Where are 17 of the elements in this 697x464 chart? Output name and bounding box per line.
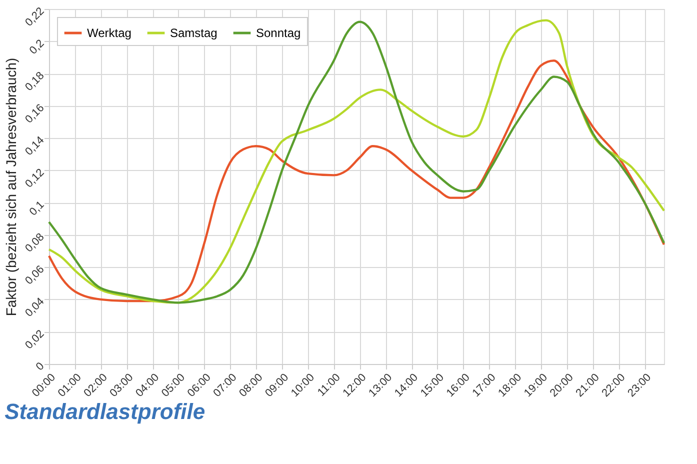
y-tick-label: 0,06: [23, 263, 47, 288]
legend-label: Werktag: [87, 26, 132, 40]
legend-label: Samstag: [170, 26, 218, 40]
y-tick-label: 0,02: [23, 328, 47, 352]
legend-label: Sonntag: [256, 26, 301, 40]
y-tick-label: 0,2: [27, 38, 47, 57]
y-tick-label: 0,1: [27, 198, 47, 218]
y-tick-label: 0,08: [23, 231, 47, 255]
y-tick-label: 0,12: [23, 166, 47, 190]
y-axis-title: Faktor (bezieht sich auf Jahresverbrauch): [3, 58, 20, 316]
y-tick-label: 0,18: [23, 70, 47, 94]
y-tick-label: 0,04: [23, 296, 47, 320]
y-tick-label: 0: [34, 360, 47, 374]
y-tick-label: 0,16: [23, 102, 47, 126]
text: Standardlastprofile: [4, 399, 206, 424]
y-tick-label: 0,22: [23, 5, 47, 29]
y-tick-label: 0,14: [23, 134, 47, 158]
